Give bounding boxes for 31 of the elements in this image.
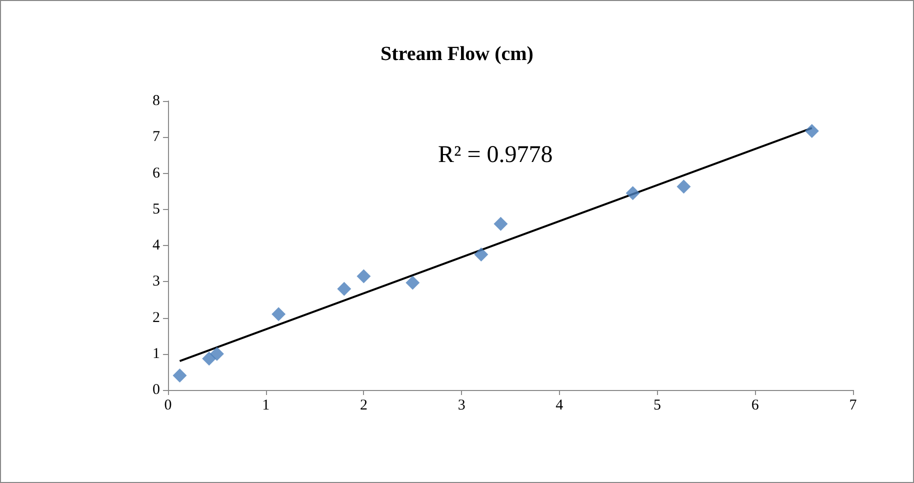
x-tick-label: 3 bbox=[458, 398, 466, 414]
x-tick-label: 6 bbox=[751, 398, 760, 414]
y-tick-label: 4 bbox=[152, 238, 160, 254]
point bbox=[356, 269, 371, 284]
point bbox=[626, 186, 640, 200]
y-tick-label: 0 bbox=[152, 382, 160, 398]
y-tick-label: 7 bbox=[152, 129, 160, 146]
x-tick-label: 1 bbox=[262, 398, 270, 414]
x-tick-label: 5 bbox=[654, 398, 662, 414]
point bbox=[210, 346, 224, 361]
y-tick-label: 2 bbox=[152, 310, 160, 326]
chart-title: Stream Flow (cm) bbox=[380, 43, 534, 65]
y-tick-label: 5 bbox=[152, 201, 160, 218]
y-tick-label: 3 bbox=[152, 274, 160, 290]
point bbox=[337, 282, 352, 296]
y-tick-label: 1 bbox=[152, 346, 160, 362]
y-tick-label: 8 bbox=[152, 93, 160, 109]
point bbox=[202, 352, 216, 366]
y-tick-label: 6 bbox=[152, 165, 160, 182]
annotation: R² = 0.9778 bbox=[438, 142, 553, 168]
x-tick-label: 4 bbox=[556, 398, 564, 414]
x-tick-label: 0 bbox=[164, 398, 172, 414]
point bbox=[474, 248, 488, 262]
point bbox=[172, 368, 187, 383]
point bbox=[272, 307, 286, 322]
x-tick-label: 7 bbox=[849, 398, 858, 414]
point bbox=[804, 124, 819, 138]
x-tick-label: 2 bbox=[360, 398, 368, 414]
point bbox=[676, 180, 691, 194]
point bbox=[406, 276, 420, 290]
point bbox=[494, 216, 508, 231]
